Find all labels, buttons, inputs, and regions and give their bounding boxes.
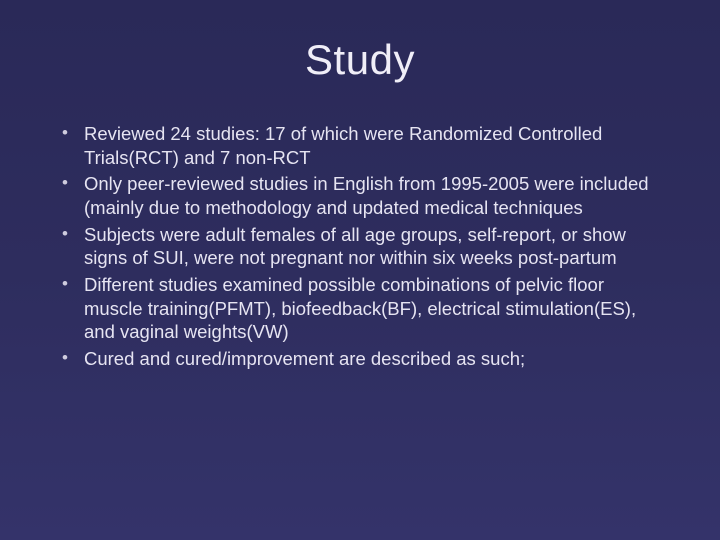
list-item: Different studies examined possible comb… [56, 273, 664, 344]
list-item: Reviewed 24 studies: 17 of which were Ra… [56, 122, 664, 169]
bullet-list: Reviewed 24 studies: 17 of which were Ra… [56, 122, 664, 374]
slide: Study Reviewed 24 studies: 17 of which w… [0, 0, 720, 540]
slide-title: Study [56, 36, 664, 84]
list-item: Cured and cured/improvement are describe… [56, 347, 664, 371]
list-item: Only peer-reviewed studies in English fr… [56, 172, 664, 219]
list-item: Subjects were adult females of all age g… [56, 223, 664, 270]
